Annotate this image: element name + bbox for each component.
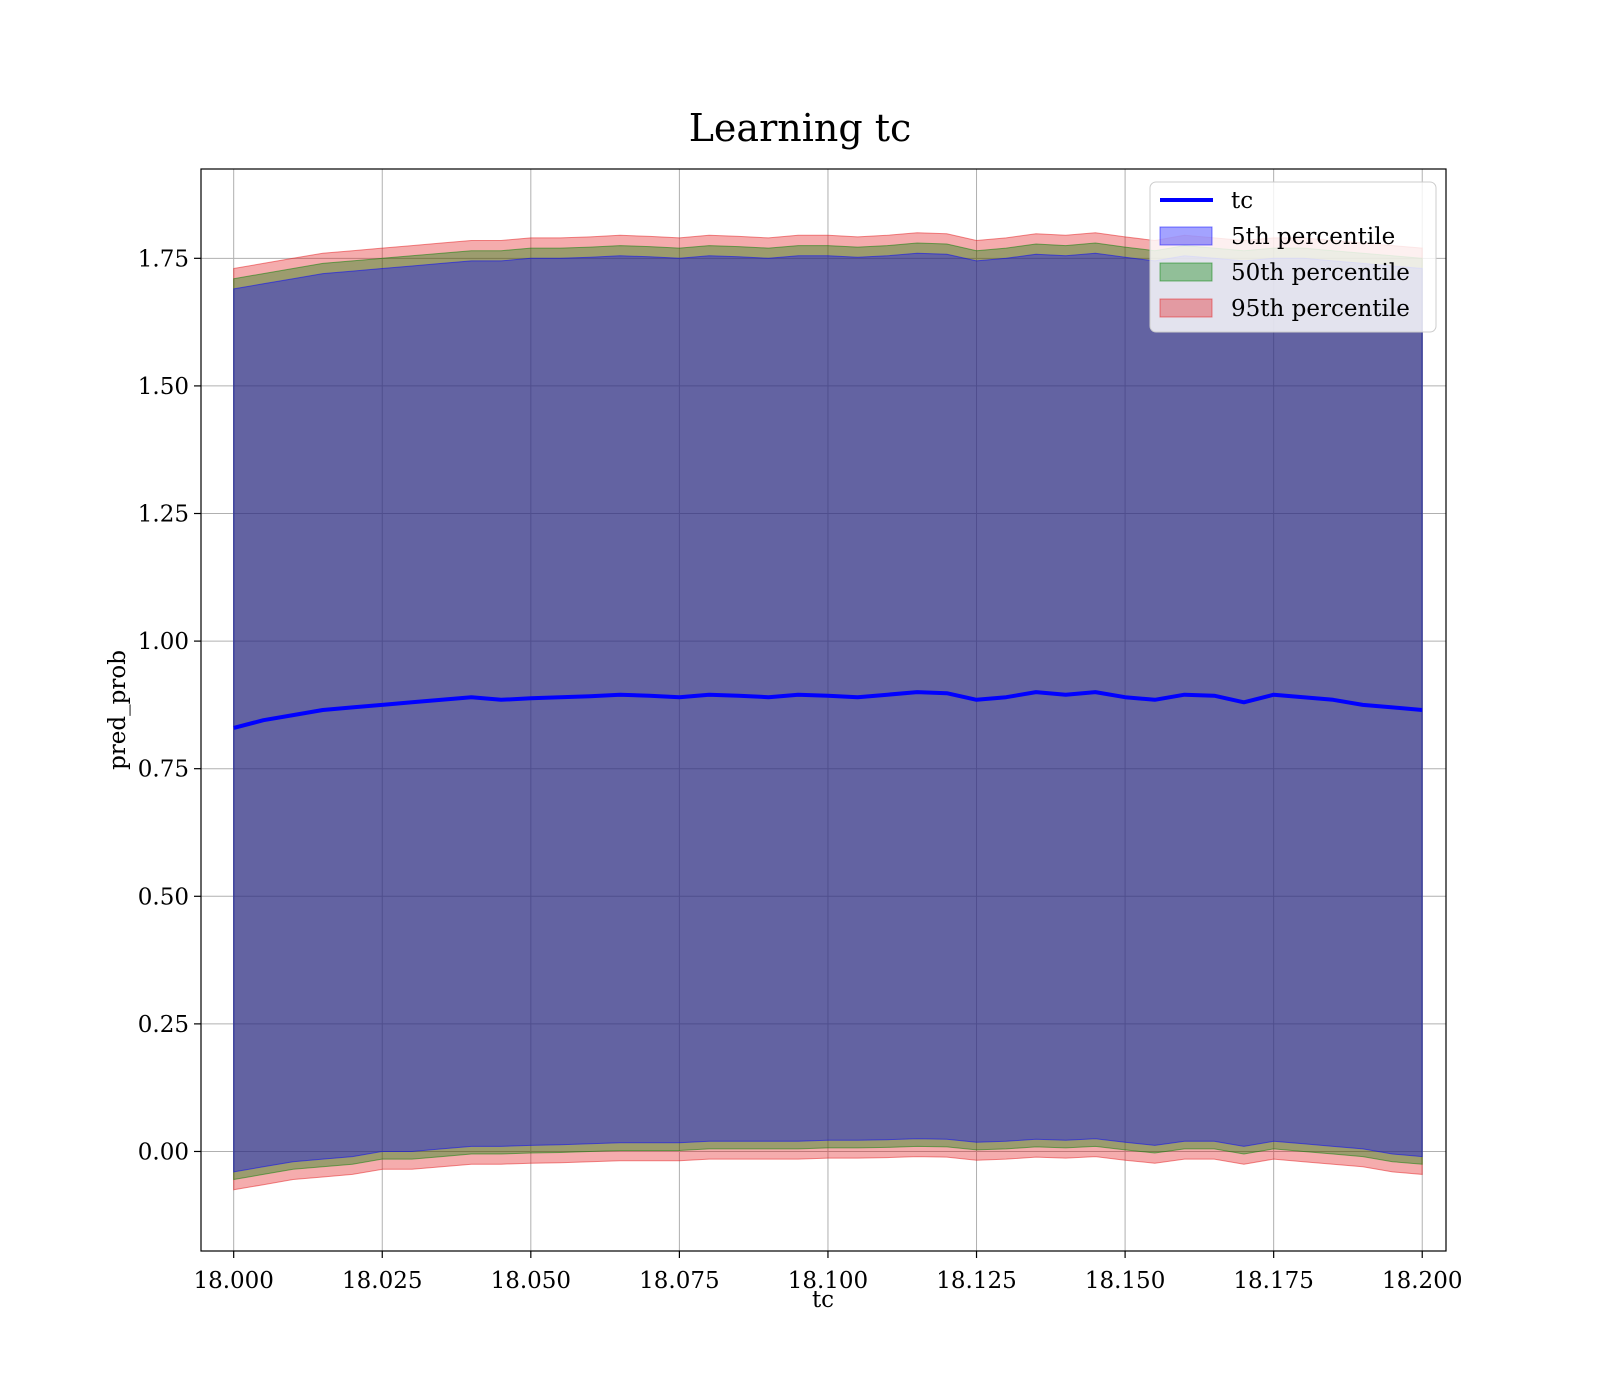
x-tick-label: 18.000 bbox=[193, 1268, 273, 1294]
x-tick-label: 18.075 bbox=[639, 1268, 719, 1294]
legend-label: 95th percentile bbox=[1231, 296, 1410, 322]
legend-label: tc bbox=[1231, 188, 1253, 214]
tick-labels: 18.000 18.025 18.050 18.075 18.100 18.125 18.1… bbox=[138, 246, 1463, 1294]
x-axis-label: tc bbox=[812, 1287, 834, 1313]
x-tick-label: 18.200 bbox=[1382, 1268, 1462, 1294]
y-tick-label: 1.50 bbox=[138, 374, 189, 400]
y-tick-label: 0.75 bbox=[138, 757, 189, 783]
legend-swatch-band-5th-percentile bbox=[1159, 226, 1213, 246]
y-tick-label: 1.00 bbox=[138, 629, 189, 655]
grid bbox=[201, 169, 1446, 1251]
legend: tc 5th percentile 50th percentile 95th perc… bbox=[1149, 181, 1437, 333]
x-tick-label: 18.050 bbox=[491, 1268, 571, 1294]
band-50th-percentile bbox=[233, 242, 1423, 1181]
y-tick-label: 0.50 bbox=[138, 884, 189, 910]
legend-swatch-band-50th-percentile bbox=[1159, 262, 1213, 282]
x-tick-label: 18.150 bbox=[1085, 1268, 1165, 1294]
y-axis-label: pred_prob bbox=[105, 650, 131, 770]
tc-line bbox=[233, 690, 1423, 730]
percentile-bands bbox=[233, 232, 1423, 1191]
plot-frame bbox=[200, 168, 1447, 1252]
band-95th-percentile bbox=[233, 232, 1423, 1191]
legend-label: 5th percentile bbox=[1231, 224, 1395, 250]
x-tick-label: 18.125 bbox=[936, 1268, 1016, 1294]
x-tick-label: 18.100 bbox=[788, 1268, 868, 1294]
legend-label: 50th percentile bbox=[1231, 260, 1410, 286]
y-tick-label: 0.00 bbox=[138, 1139, 189, 1165]
band-5th-percentile bbox=[233, 252, 1423, 1173]
x-tick-label: 18.025 bbox=[342, 1268, 422, 1294]
legend-box bbox=[1149, 181, 1437, 333]
y-tick-label: 0.25 bbox=[138, 1012, 189, 1038]
y-tick-label: 1.75 bbox=[138, 246, 189, 272]
legend-swatch-band-95th-percentile bbox=[1159, 298, 1213, 318]
line-series bbox=[233, 690, 1423, 730]
y-tick-label: 1.25 bbox=[138, 502, 189, 528]
x-tick-label: 18.175 bbox=[1233, 1268, 1313, 1294]
chart-title: Learning tc bbox=[689, 106, 912, 150]
